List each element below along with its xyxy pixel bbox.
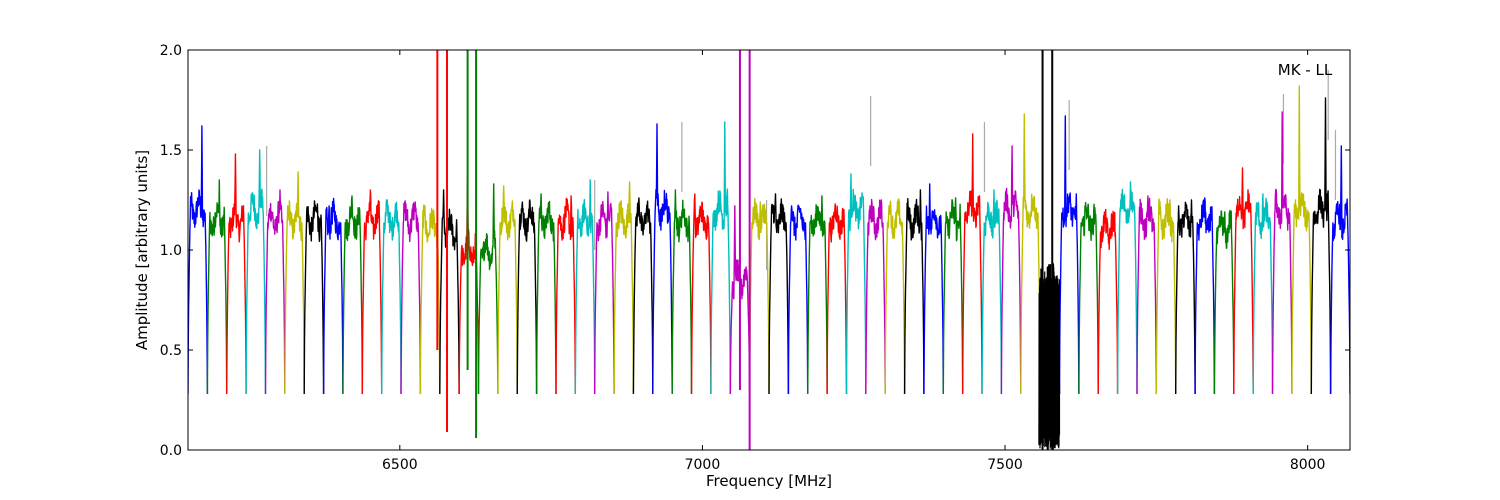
series-line-40 xyxy=(962,133,983,395)
series-line-49 xyxy=(1136,195,1157,395)
series-line-35 xyxy=(865,198,886,395)
series-line-30 xyxy=(768,193,790,395)
series-line-54 xyxy=(1233,167,1254,395)
series-line-41 xyxy=(981,189,1003,395)
y-tick-label-0: 0.0 xyxy=(160,443,182,459)
series-line-48 xyxy=(1116,181,1138,395)
series-line-16 xyxy=(497,185,518,395)
series-line-52 xyxy=(1194,197,1216,395)
series-line-27 xyxy=(710,121,731,395)
series-line-47 xyxy=(1097,208,1119,395)
series-line-39 xyxy=(942,197,964,395)
series-line-33 xyxy=(826,203,848,395)
series-line-1 xyxy=(206,179,228,395)
x-tick-label-1: 7000 xyxy=(685,457,721,473)
series-line-57 xyxy=(1291,85,1312,395)
series-line-9 xyxy=(361,189,383,395)
series-line-56 xyxy=(1271,111,1293,395)
series-line-26 xyxy=(690,193,712,395)
y-tick-label-4: 2.0 xyxy=(160,43,182,59)
series-line-51 xyxy=(1175,199,1196,395)
x-tick-label-0: 6500 xyxy=(382,457,418,473)
series-line-43 xyxy=(1020,113,1041,395)
series-line-22 xyxy=(613,181,635,395)
series-line-46 xyxy=(1078,201,1099,395)
series-line-10 xyxy=(381,199,402,395)
series-line-53 xyxy=(1213,209,1235,395)
series-line-29 xyxy=(748,197,770,395)
series-line-3 xyxy=(245,149,267,395)
ticks-layer: 6500 7000 7500 8000 0.0 0.5 1.0 1.5 2.0 xyxy=(160,43,1350,473)
series-line-45 xyxy=(1058,115,1080,395)
y-tick-label-2: 1.0 xyxy=(160,243,182,259)
series-line-31 xyxy=(787,204,809,395)
series-line-36 xyxy=(884,198,906,395)
series-line-32 xyxy=(807,195,828,395)
series-line-15 xyxy=(477,183,499,395)
series-line-21 xyxy=(594,191,615,395)
series-line-8 xyxy=(342,195,363,395)
series-line-5 xyxy=(284,171,305,395)
series-line-7 xyxy=(322,197,344,395)
series-line-19 xyxy=(555,195,576,395)
series-line-38 xyxy=(923,183,944,395)
y-tick-label-3: 1.5 xyxy=(160,143,182,159)
series-line-0 xyxy=(188,125,209,395)
series-line-42 xyxy=(1000,145,1022,395)
x-tick-label-2: 7500 xyxy=(987,457,1023,473)
series-line-58 xyxy=(1310,97,1332,395)
series-line-24 xyxy=(652,123,673,395)
data-layer xyxy=(188,50,1350,450)
x-axis-label: Frequency [MHz] xyxy=(706,472,832,490)
series-line-18 xyxy=(535,193,557,395)
series-line-4 xyxy=(264,189,286,395)
series-line-25 xyxy=(671,189,693,395)
series-line-6 xyxy=(303,200,325,395)
y-axis-label: Amplitude [arbitrary units] xyxy=(133,150,151,350)
series-line-59 xyxy=(1329,145,1350,395)
series-line-20 xyxy=(574,179,596,395)
x-tick-label-3: 8000 xyxy=(1290,457,1326,473)
series-line-2 xyxy=(226,153,247,395)
series-line-11 xyxy=(400,200,422,395)
series-line-50 xyxy=(1155,198,1177,395)
series-line-34 xyxy=(845,173,867,395)
series-line-23 xyxy=(632,197,654,395)
series-line-17 xyxy=(516,199,538,395)
series-line-37 xyxy=(903,189,925,395)
series-line-13 xyxy=(439,189,460,395)
series-line-55 xyxy=(1252,193,1274,395)
y-tick-label-1: 0.5 xyxy=(160,343,182,359)
annotation-label: MK - LL xyxy=(1278,61,1333,79)
